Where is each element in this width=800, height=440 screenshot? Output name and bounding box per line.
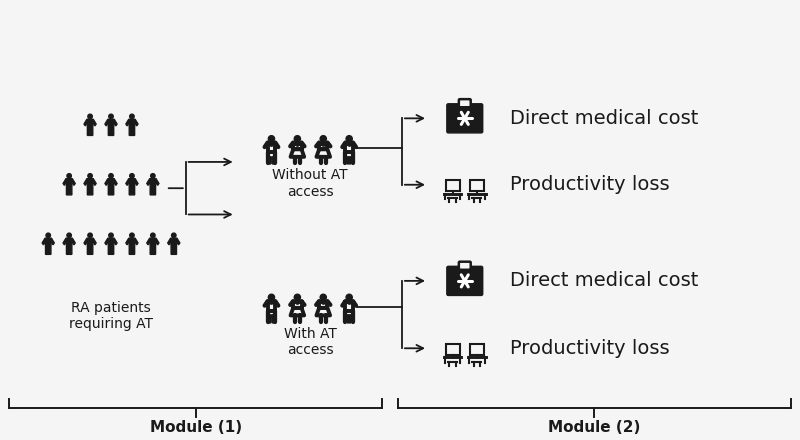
Polygon shape [108, 119, 114, 136]
Polygon shape [114, 238, 117, 245]
Circle shape [88, 114, 92, 119]
Circle shape [346, 136, 352, 142]
Circle shape [88, 233, 92, 238]
Polygon shape [84, 119, 88, 126]
Circle shape [269, 294, 274, 300]
Polygon shape [176, 238, 180, 245]
Polygon shape [147, 179, 150, 185]
Polygon shape [150, 179, 156, 195]
Polygon shape [134, 179, 138, 185]
Polygon shape [134, 238, 138, 245]
Text: Direct medical cost: Direct medical cost [510, 271, 698, 290]
Polygon shape [129, 179, 135, 195]
Circle shape [150, 174, 155, 178]
Polygon shape [92, 238, 96, 245]
Circle shape [109, 233, 114, 238]
Polygon shape [87, 238, 94, 254]
Polygon shape [45, 238, 51, 254]
Polygon shape [126, 179, 130, 185]
Circle shape [269, 136, 274, 142]
Polygon shape [129, 238, 135, 254]
Polygon shape [170, 238, 177, 254]
Polygon shape [129, 119, 135, 136]
Circle shape [294, 294, 300, 300]
Polygon shape [87, 119, 94, 136]
Polygon shape [42, 238, 46, 245]
Circle shape [321, 136, 326, 142]
Polygon shape [155, 179, 159, 185]
Bar [446, 180, 460, 191]
Polygon shape [126, 119, 130, 126]
Polygon shape [108, 179, 114, 195]
Polygon shape [66, 179, 72, 195]
Polygon shape [66, 238, 72, 254]
Polygon shape [87, 179, 94, 195]
Polygon shape [105, 238, 109, 245]
Text: Productivity loss: Productivity loss [510, 175, 670, 194]
Text: Module (1): Module (1) [150, 420, 242, 435]
Circle shape [88, 174, 92, 178]
Circle shape [130, 174, 134, 178]
Polygon shape [147, 238, 150, 245]
Polygon shape [126, 238, 130, 245]
Circle shape [346, 294, 352, 300]
Circle shape [109, 114, 114, 119]
Polygon shape [63, 238, 67, 245]
Polygon shape [150, 238, 156, 254]
Circle shape [130, 233, 134, 238]
FancyBboxPatch shape [459, 262, 470, 270]
Polygon shape [92, 179, 96, 185]
FancyBboxPatch shape [459, 99, 470, 107]
Bar [446, 344, 460, 355]
Circle shape [321, 294, 326, 300]
Circle shape [294, 136, 300, 142]
Bar [470, 180, 484, 191]
FancyBboxPatch shape [447, 266, 482, 295]
Polygon shape [71, 179, 75, 185]
Text: Module (2): Module (2) [548, 420, 641, 435]
Polygon shape [105, 179, 109, 185]
Polygon shape [108, 238, 114, 254]
Polygon shape [92, 119, 96, 126]
Polygon shape [84, 238, 88, 245]
Bar [470, 344, 484, 355]
Polygon shape [84, 179, 88, 185]
Circle shape [150, 233, 155, 238]
Polygon shape [63, 179, 67, 185]
Circle shape [171, 233, 176, 238]
Polygon shape [155, 238, 159, 245]
Circle shape [109, 174, 114, 178]
Text: Productivity loss: Productivity loss [510, 339, 670, 358]
Text: With AT
access: With AT access [284, 327, 337, 357]
Polygon shape [168, 238, 171, 245]
Polygon shape [50, 238, 54, 245]
FancyBboxPatch shape [447, 104, 482, 133]
Circle shape [67, 233, 71, 238]
Circle shape [67, 174, 71, 178]
Polygon shape [105, 119, 109, 126]
Polygon shape [114, 179, 117, 185]
Polygon shape [114, 119, 117, 126]
Polygon shape [134, 119, 138, 126]
Circle shape [46, 233, 50, 238]
Polygon shape [71, 238, 75, 245]
Text: RA patients
requiring AT: RA patients requiring AT [69, 301, 153, 331]
Text: Without AT
access: Without AT access [273, 169, 348, 198]
Circle shape [130, 114, 134, 119]
Text: Direct medical cost: Direct medical cost [510, 109, 698, 128]
